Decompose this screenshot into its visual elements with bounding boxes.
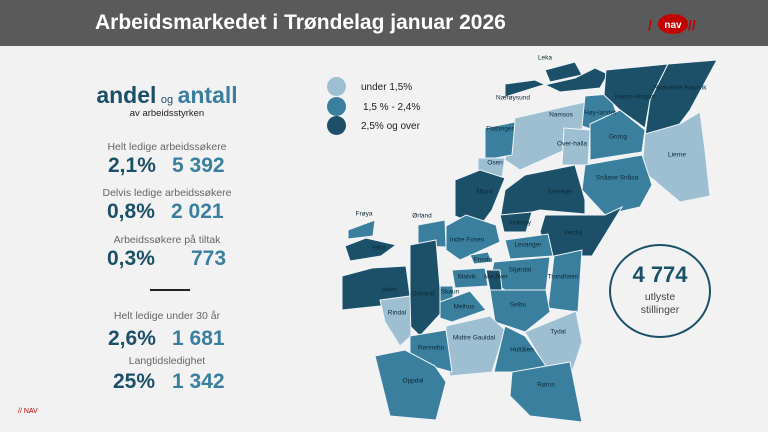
municipality-label: Over-halla: [557, 140, 587, 148]
stat-pct: 25%: [113, 370, 156, 393]
municipality-orkland: [409, 239, 443, 337]
nav-logo: / nav //: [648, 14, 696, 34]
stat-count: 773: [191, 247, 227, 270]
municipality-label: Frosta: [473, 256, 493, 264]
municipality-label: Malvik: [457, 273, 477, 281]
municipality-inderøy: [499, 211, 533, 233]
municipality-røros: [509, 361, 583, 423]
municipality-label: Skaun: [440, 288, 460, 296]
header-bar: Arbeidsmarkedet i Trøndelag januar 2026 …: [0, 0, 768, 46]
stats-heading: andel og antall: [42, 82, 292, 109]
municipality-selbu: [489, 289, 551, 333]
svg-text:/: /: [648, 17, 652, 33]
footer-nav: // NAV: [18, 408, 38, 415]
stat-label: Langtidsledighet: [128, 355, 206, 367]
stat-count: 5 392: [172, 154, 225, 177]
stat-pct: 2,6%: [108, 327, 156, 350]
municipality-label: Melhus: [453, 303, 475, 311]
municipality-label: Snåase Snåsa: [595, 174, 639, 182]
stat-count: 1 681: [172, 327, 225, 350]
svg-text://: //: [688, 17, 696, 33]
municipality-label: Oppdal: [402, 377, 424, 385]
stat-pct: 2,1%: [108, 154, 156, 177]
municipality-label: Heim: [381, 286, 397, 294]
municipality-label: Trondheim: [547, 273, 579, 281]
municipality-label: Levanger: [514, 241, 542, 249]
municipality-label: Lierne: [667, 151, 687, 159]
municipality-label: Inderøy: [508, 219, 532, 227]
municipality-frosta: [469, 251, 493, 265]
municipality-label: Åfjord: [475, 188, 493, 196]
municipality-hitra: [344, 237, 398, 262]
municipality-label: Stjørdal: [508, 266, 532, 274]
svg-text:nav: nav: [664, 20, 682, 31]
municipality-label: Ørland: [412, 212, 432, 220]
municipality-verdal: [539, 205, 624, 257]
municipality-nærøysund: [504, 67, 609, 98]
stat-count: 2 021: [171, 200, 224, 223]
municipality-flatanger: [484, 121, 516, 161]
legend-label: 2,5% og over: [361, 121, 420, 132]
municipality-label: Høy-landet: [584, 109, 616, 117]
municipality-label: Røros: [537, 381, 555, 389]
stats-subheading: av arbeidsstyrken: [129, 108, 205, 119]
stat-label: Helt ledige under 30 år: [113, 310, 221, 322]
municipality-label: Rindal: [387, 309, 407, 317]
legend-swatch: [327, 97, 346, 116]
municipality-malvik: [451, 267, 489, 289]
municipality-label: Verdal: [563, 229, 583, 237]
stat-label: Arbeidssøkere på tiltak: [113, 234, 221, 246]
municipality-label: Nærøysund: [496, 94, 530, 102]
municipality-label: Tydal: [550, 328, 566, 336]
stat-label: Delvis ledige arbeidssøkere: [102, 187, 232, 199]
municipality-steinkjer: [499, 164, 586, 221]
stat-count: 1 342: [172, 370, 225, 393]
municipality-label: Meråker: [484, 273, 508, 281]
municipality-label: Raarvihke Røyrvik: [653, 84, 707, 92]
municipality-label: Orkland: [411, 290, 435, 298]
municipality-label: Rennebu: [417, 344, 445, 352]
municipality-label: Osen: [487, 159, 503, 167]
legend-swatch: [327, 116, 346, 135]
municipality-label: Frøya: [355, 210, 373, 218]
page-title: Arbeidsmarkedet i Trøndelag januar 2026: [95, 11, 506, 34]
municipality-åfjord: [454, 169, 506, 227]
vacancies-count: 4 774: [632, 262, 688, 287]
municipality-label: Holtålen: [510, 346, 534, 354]
heading-andel: andel: [96, 82, 157, 108]
municipality-trondheim: [547, 249, 583, 313]
municipality-oppdal: [374, 349, 447, 421]
municipality-label: Leka: [537, 54, 553, 62]
stat-pct: 0,8%: [107, 200, 155, 223]
municipality-frøya: [347, 219, 376, 240]
municipality-label: Namsos: [549, 111, 573, 119]
heading-og: og: [160, 94, 174, 106]
stat-label: Helt ledige arbeidssøkere: [107, 141, 227, 153]
municipality-label: Nams-skogan: [614, 93, 656, 101]
municipality-label: Flatanger: [486, 125, 514, 133]
stat-pct: 0,3%: [107, 247, 155, 270]
legend-swatch: [327, 77, 346, 96]
municipality-label: Steinkjer: [547, 188, 573, 196]
municipality-indre-fosen: [445, 214, 501, 261]
vacancies-circle: 4 774 utlyste stillinger: [609, 244, 711, 338]
municipality-rindal: [379, 295, 412, 347]
heading-antall: antall: [177, 82, 238, 108]
municipality-label: Indre Fosen: [449, 236, 485, 244]
municipality-label: Midtre Gauldal: [452, 334, 496, 342]
municipality-label: Selbu: [509, 301, 527, 309]
municipality-melhus: [439, 290, 487, 323]
legend-label: under 1,5%: [361, 82, 413, 93]
vacancies-label: stillinger: [640, 304, 680, 316]
divider: [150, 289, 190, 291]
municipality-label: Grong: [608, 133, 628, 141]
municipality-snåase-snåsa: [581, 154, 653, 216]
municipality-grong: [589, 109, 646, 161]
vacancies-label: utlyste: [644, 291, 676, 303]
municipality-levanger: [504, 233, 554, 260]
legend-label: 1,5 % - 2,4%: [363, 102, 421, 113]
municipality-label: Hitra: [372, 244, 386, 252]
